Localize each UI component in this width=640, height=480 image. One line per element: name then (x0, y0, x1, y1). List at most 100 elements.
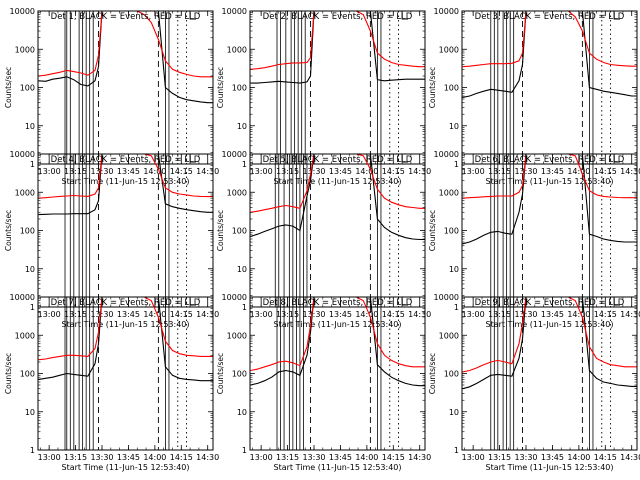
lld-series-line (38, 297, 213, 361)
y-tick-label: 10 (237, 408, 247, 417)
events-series-line (250, 154, 425, 241)
panel-title: Det 4, BLACK = Events, RED = LLD (51, 155, 201, 165)
y-tick-label: 10 (237, 122, 247, 131)
x-tick-label: 13:30 (90, 453, 113, 462)
x-tick-label: 13:30 (302, 310, 325, 319)
y-tick-label: 1000 (227, 45, 247, 54)
y-tick-label: 10 (25, 122, 35, 131)
x-tick-label: 13:00 (38, 453, 61, 462)
x-axis-label: Start Time (11-Jun-15 12:53:40) (274, 177, 402, 186)
x-tick-label: 14:00 (567, 310, 590, 319)
y-tick-label: 100 (20, 370, 35, 379)
x-axis-label: Start Time (11-Jun-15 12:53:40) (62, 177, 190, 186)
y-tick-label: 10000 (222, 7, 247, 16)
x-tick-label: 13:30 (302, 453, 325, 462)
x-tick-label: 13:00 (250, 167, 273, 176)
y-tick-label: 1000 (439, 188, 459, 197)
y-axis-label: Counts/sec (216, 67, 225, 108)
panel-title: Det 6, BLACK = Events, RED = LLD (475, 155, 625, 165)
y-axis-label: Counts/sec (428, 210, 437, 251)
x-tick-label: 13:45 (117, 310, 140, 319)
x-tick-label: 14:30 (620, 453, 640, 462)
x-tick-label: 13:00 (250, 453, 273, 462)
events-series-line (250, 297, 425, 387)
x-tick-label: 14:15 (170, 167, 193, 176)
panel-title: Det 9, BLACK = Events, RED = LLD (475, 298, 625, 308)
x-tick-label: 13:15 (488, 310, 511, 319)
y-tick-label: 10000 (434, 293, 459, 302)
x-axis-label: Start Time (11-Jun-15 12:53:40) (486, 463, 614, 472)
y-tick-label: 100 (20, 227, 35, 236)
x-tick-label: 14:30 (196, 453, 219, 462)
x-axis-label: Start Time (11-Jun-15 12:53:40) (274, 320, 402, 329)
y-tick-label: 1 (30, 446, 35, 455)
x-tick-label: 13:00 (462, 453, 485, 462)
y-tick-label: 1 (242, 303, 247, 312)
panel-title: Det 7, BLACK = Events, RED = LLD (51, 298, 201, 308)
y-tick-label: 1 (30, 160, 35, 169)
y-tick-label: 10000 (434, 7, 459, 16)
y-tick-label: 100 (444, 370, 459, 379)
y-tick-label: 100 (444, 84, 459, 93)
y-tick-label: 1000 (439, 45, 459, 54)
y-axis-label: Counts/sec (4, 67, 13, 108)
x-tick-label: 14:15 (382, 453, 405, 462)
y-tick-label: 10000 (10, 150, 35, 159)
y-tick-label: 10 (449, 122, 459, 131)
y-axis-label: Counts/sec (4, 210, 13, 251)
x-tick-label: 13:30 (90, 310, 113, 319)
lld-series-line (462, 154, 637, 199)
x-tick-label: 14:00 (143, 167, 166, 176)
y-axis-label: Counts/sec (216, 353, 225, 394)
x-tick-label: 14:00 (567, 167, 590, 176)
y-tick-label: 1000 (15, 188, 35, 197)
lld-series-line (250, 11, 425, 70)
y-tick-label: 10000 (10, 7, 35, 16)
x-tick-label: 14:30 (408, 453, 431, 462)
x-tick-label: 13:15 (488, 453, 511, 462)
y-tick-label: 1 (454, 446, 459, 455)
panel-title: Det 1, BLACK = Events, RED = LLD (51, 12, 201, 22)
x-tick-label: 14:15 (594, 310, 617, 319)
x-tick-label: 13:15 (488, 167, 511, 176)
x-axis-label: Start Time (11-Jun-15 12:53:40) (62, 320, 190, 329)
x-tick-label: 14:30 (408, 167, 431, 176)
x-tick-label: 13:15 (276, 453, 299, 462)
x-tick-label: 13:30 (90, 167, 113, 176)
x-tick-label: 14:15 (594, 453, 617, 462)
y-tick-label: 100 (232, 84, 247, 93)
x-tick-label: 13:30 (302, 167, 325, 176)
x-tick-label: 13:30 (514, 453, 537, 462)
panel-title: Det 8, BLACK = Events, RED = LLD (263, 298, 413, 308)
x-tick-label: 13:45 (117, 167, 140, 176)
y-axis-label: Counts/sec (428, 353, 437, 394)
x-axis-label: Start Time (11-Jun-15 12:53:40) (62, 463, 190, 472)
y-tick-label: 10000 (10, 293, 35, 302)
flag-marker (189, 11, 197, 20)
x-tick-label: 14:30 (196, 167, 219, 176)
y-tick-label: 10 (449, 408, 459, 417)
y-tick-label: 100 (232, 227, 247, 236)
y-axis-label: Counts/sec (428, 67, 437, 108)
lld-series-line (38, 154, 213, 199)
events-series-line (38, 154, 213, 216)
x-tick-label: 13:45 (541, 167, 564, 176)
x-tick-label: 13:00 (38, 310, 61, 319)
lld-series-line (462, 297, 637, 373)
lld-series-line (250, 297, 425, 372)
x-tick-label: 14:00 (355, 453, 378, 462)
x-tick-label: 13:45 (329, 453, 352, 462)
y-tick-label: 10000 (222, 293, 247, 302)
y-tick-label: 1000 (227, 331, 247, 340)
x-tick-label: 13:15 (276, 310, 299, 319)
x-tick-label: 14:30 (620, 167, 640, 176)
x-tick-label: 13:00 (38, 167, 61, 176)
x-tick-label: 13:15 (64, 167, 87, 176)
y-tick-label: 1 (242, 160, 247, 169)
x-tick-label: 14:00 (143, 310, 166, 319)
lld-series-line (462, 11, 637, 68)
y-tick-label: 1 (454, 160, 459, 169)
